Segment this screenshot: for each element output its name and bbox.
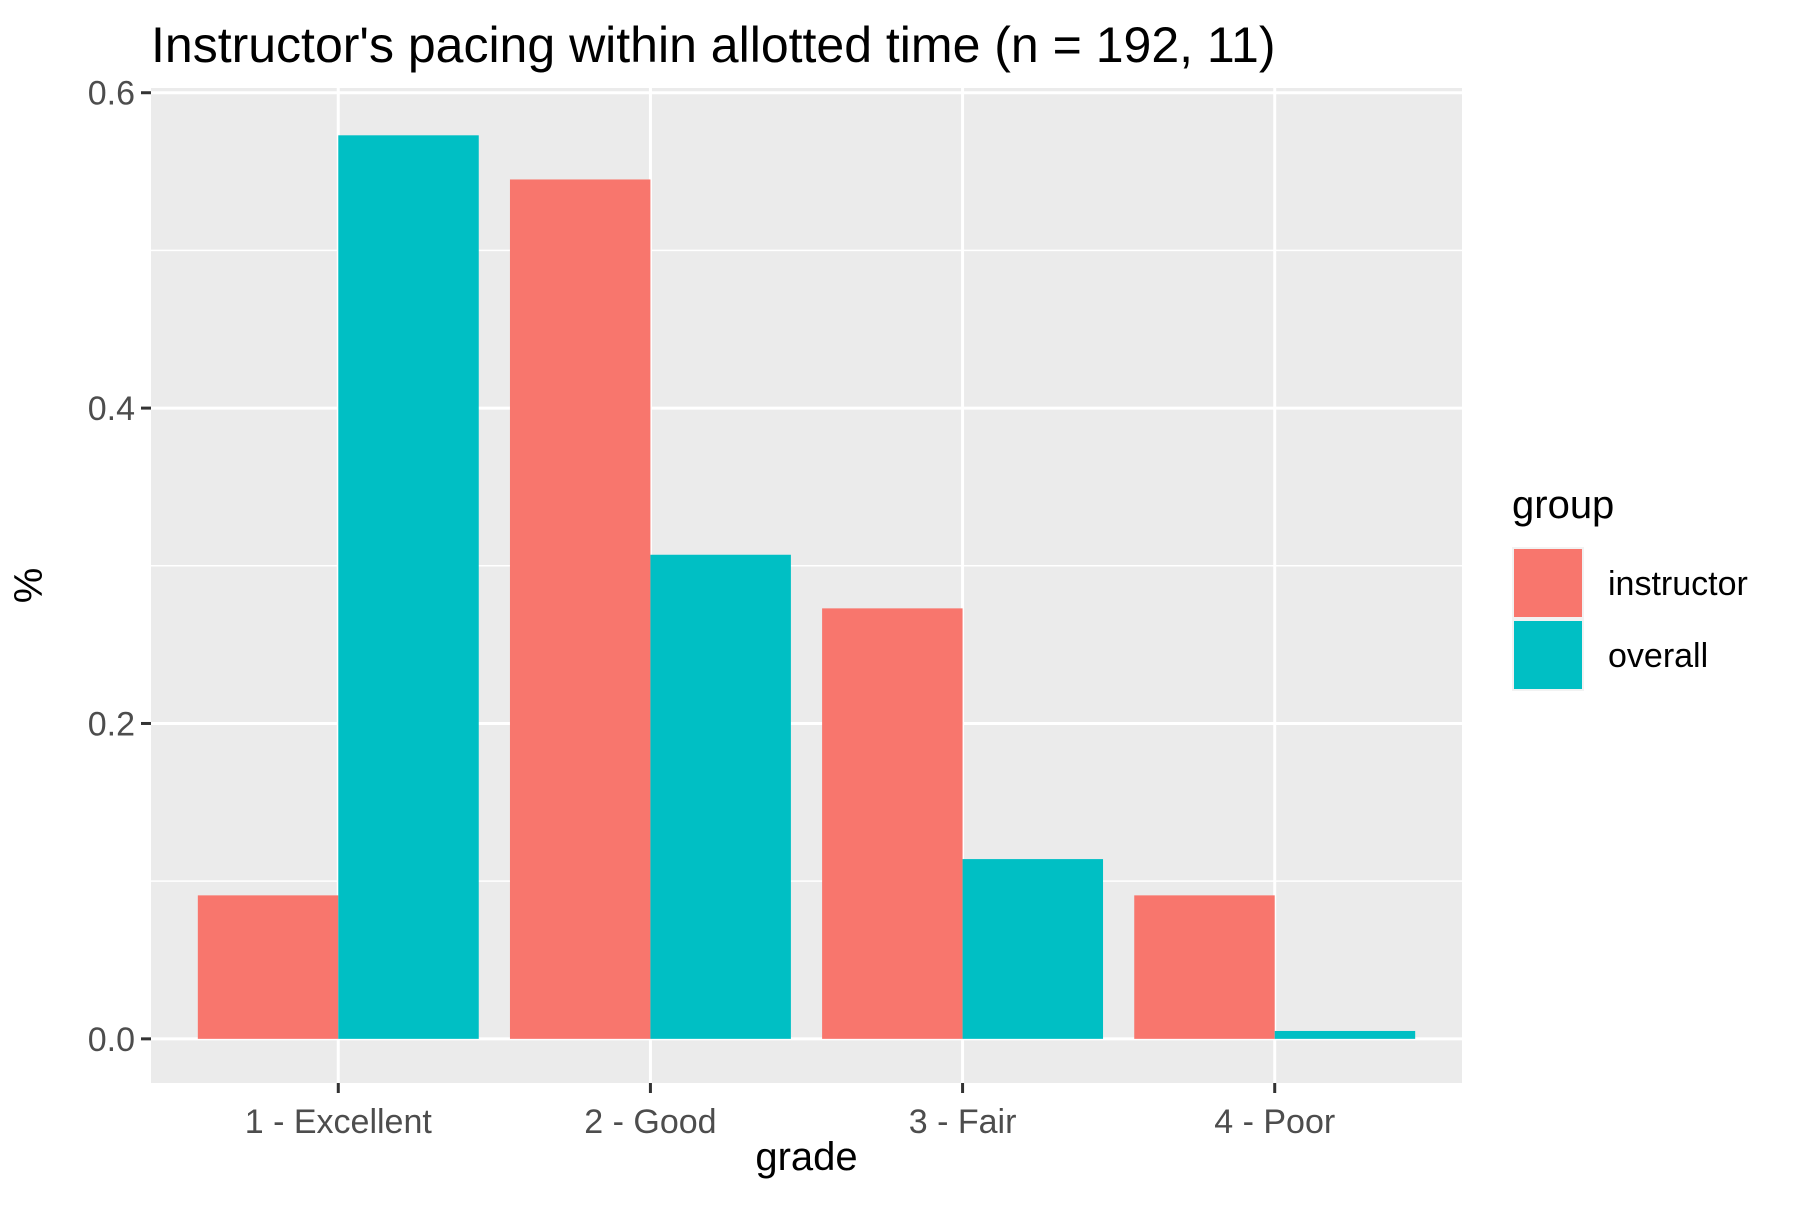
- bar-overall: [1274, 1030, 1416, 1039]
- bar-instructor: [822, 608, 963, 1039]
- legend-label-instructor: instructor: [1608, 565, 1748, 603]
- axes-layer: 0.0 0.2 0.4 0.6 1 - Excellent 2 - Good 3 - Fai…: [88, 75, 1335, 1141]
- y-tick-label: 0.0: [88, 1021, 135, 1059]
- y-tick-label: 0.4: [88, 390, 135, 428]
- chart-title: Instructor's pacing within allotted time…: [151, 17, 1275, 73]
- x-tick-label: 2 - Good: [584, 1103, 716, 1141]
- bar-instructor: [197, 895, 339, 1039]
- legend: group instructor overall: [1512, 483, 1748, 691]
- bar-overall: [962, 859, 1104, 1039]
- bar-instructor: [1134, 895, 1275, 1039]
- bar-overall: [338, 135, 479, 1039]
- y-axis-title: %: [7, 568, 51, 604]
- x-tick-label: 3 - Fair: [909, 1103, 1017, 1141]
- y-tick-label: 0.2: [88, 705, 135, 743]
- y-tick-label: 0.6: [88, 75, 135, 113]
- bars-layer: [197, 135, 1416, 1039]
- x-tick-label: 1 - Excellent: [245, 1103, 433, 1141]
- bar-instructor: [509, 179, 651, 1039]
- legend-swatch-overall: [1514, 621, 1582, 689]
- x-axis-title: grade: [755, 1135, 857, 1179]
- legend-swatch-instructor: [1514, 549, 1582, 617]
- x-tick-label: 4 - Poor: [1214, 1103, 1335, 1141]
- bar-overall: [650, 554, 791, 1039]
- legend-title: group: [1512, 483, 1614, 527]
- legend-label-overall: overall: [1608, 637, 1708, 675]
